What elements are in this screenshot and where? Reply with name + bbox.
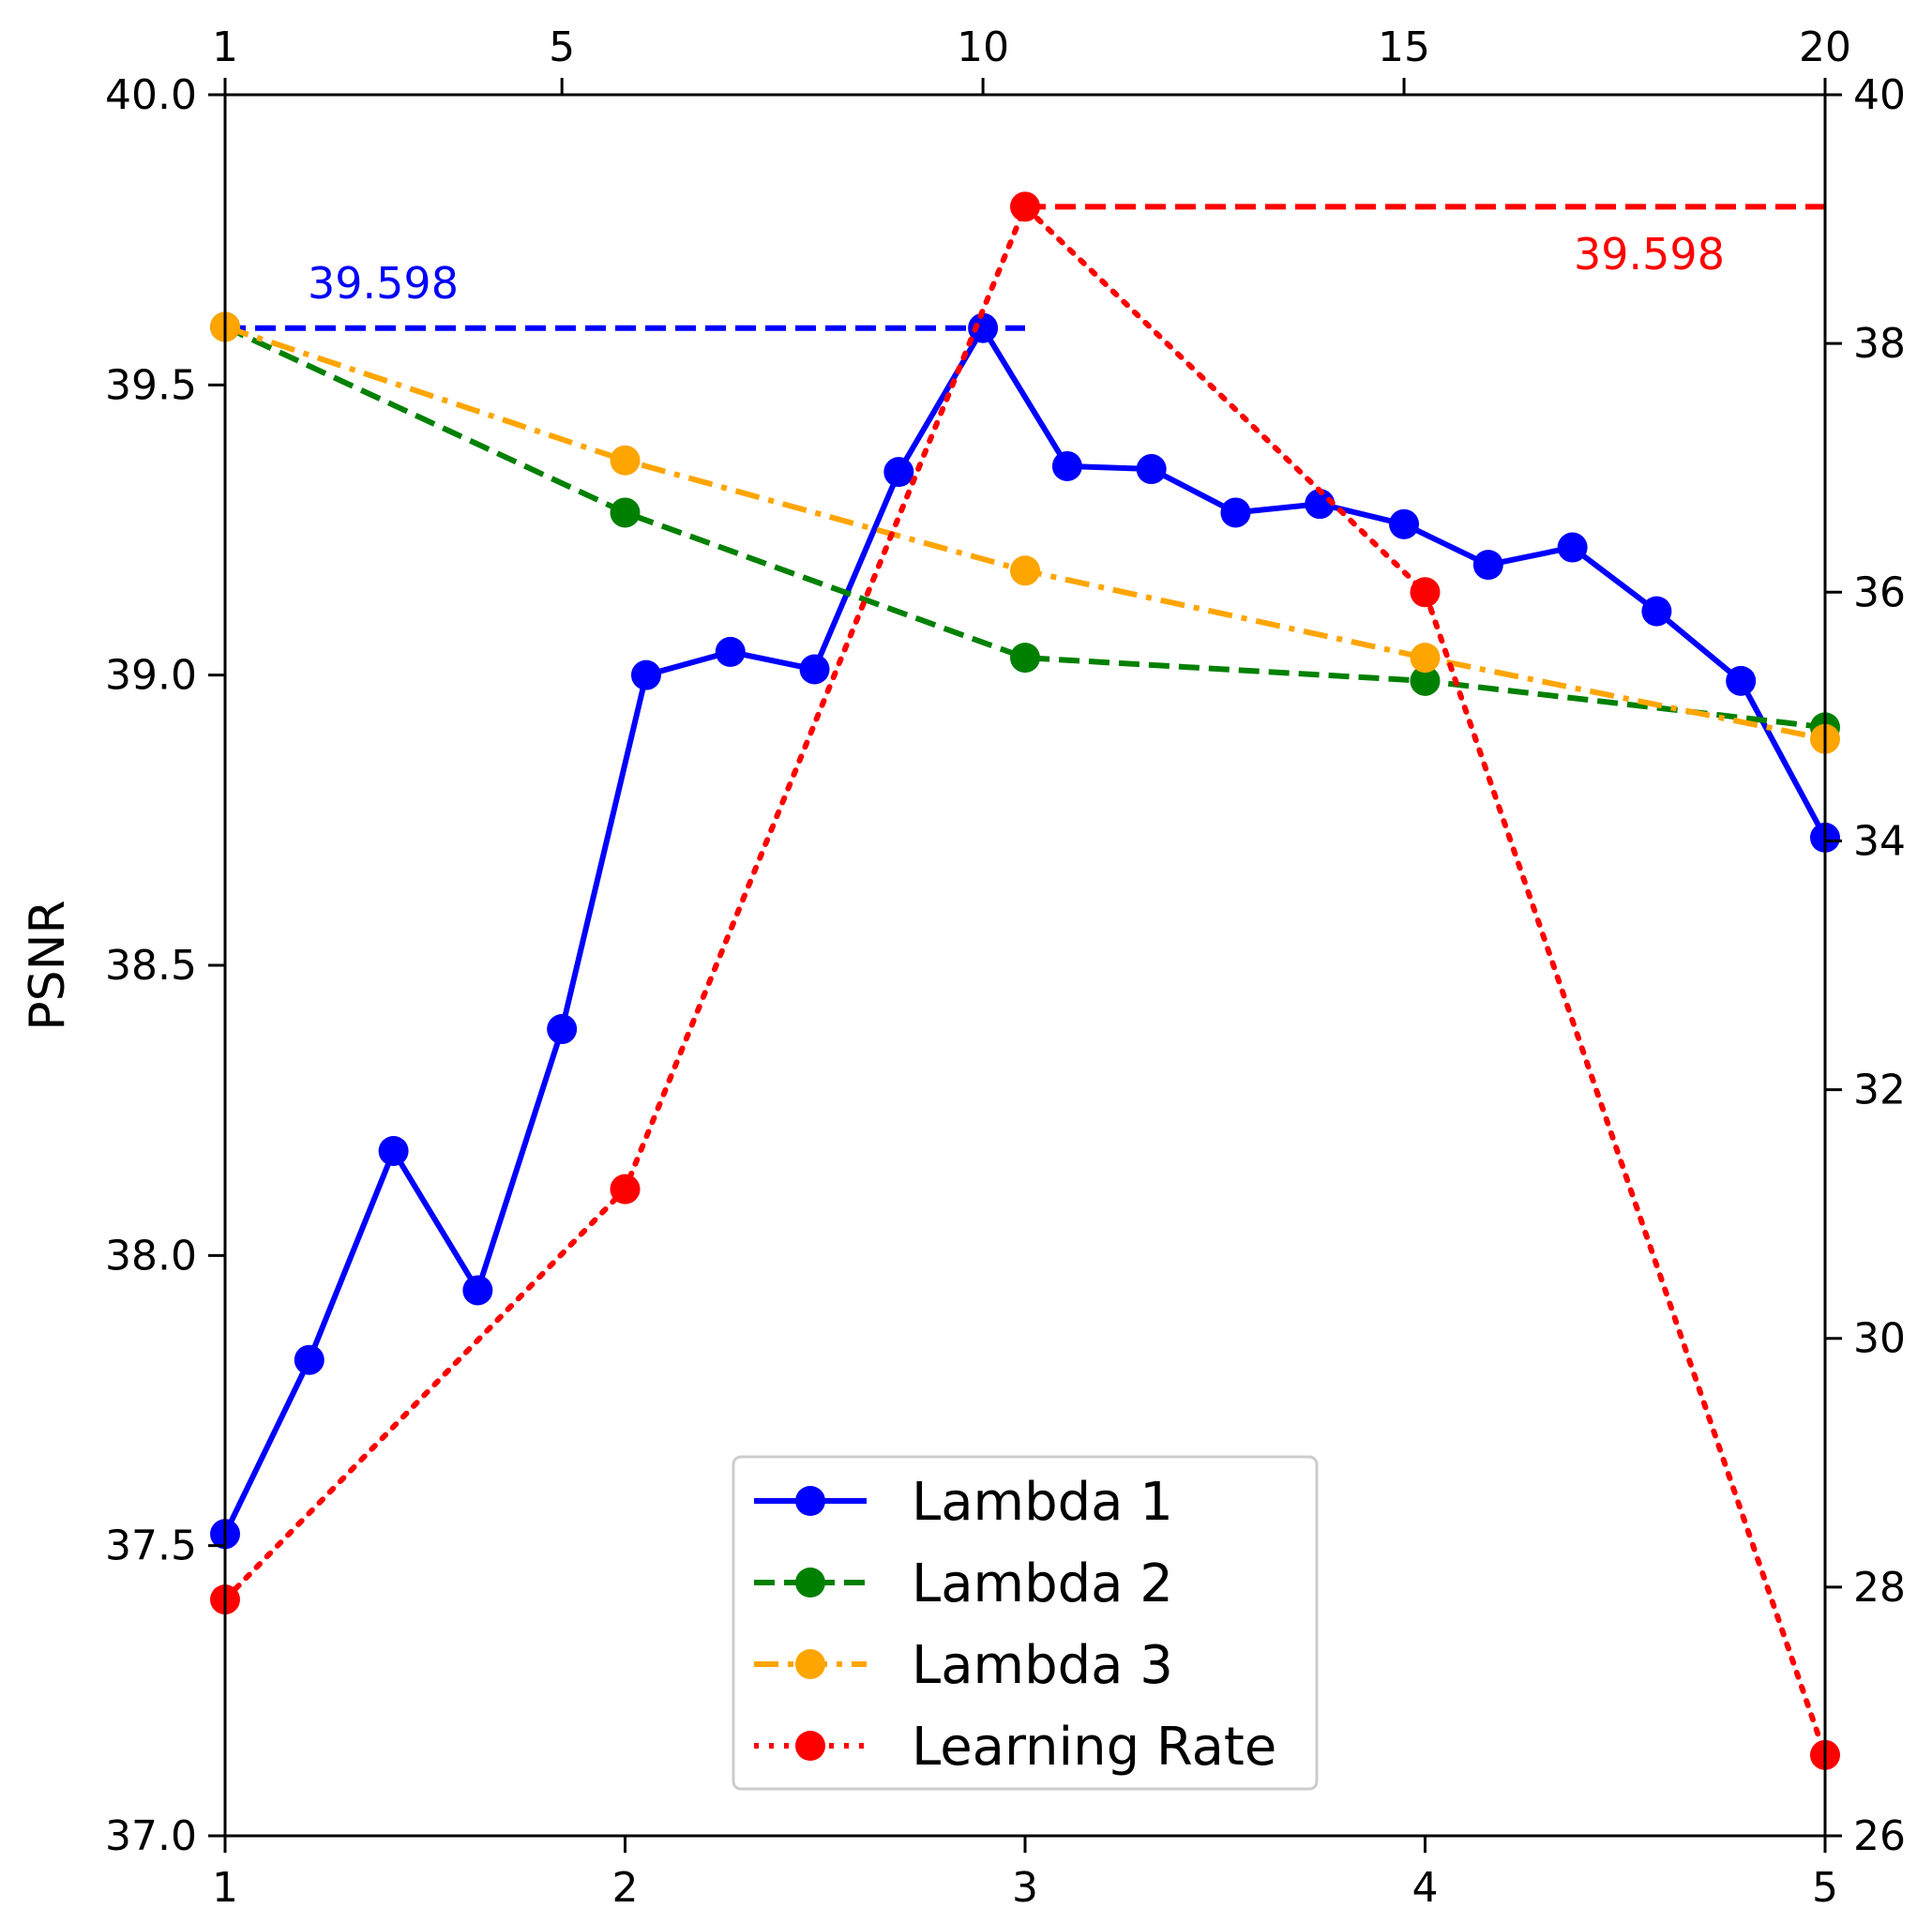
legend-swatch-marker	[795, 1731, 825, 1761]
data-point	[630, 659, 661, 690]
y-right-tick-label: 26	[1853, 1812, 1906, 1860]
x-bottom-tick-label: 2	[612, 1864, 639, 1912]
y-right-tick-label: 34	[1853, 817, 1906, 865]
legend-swatch-marker	[795, 1568, 825, 1598]
data-point	[1051, 450, 1082, 481]
legend-label: Lambda 1	[912, 1472, 1173, 1533]
y-right-tick-label: 28	[1853, 1564, 1906, 1612]
data-point	[883, 457, 914, 488]
data-point	[547, 1014, 578, 1045]
data-point	[610, 1174, 641, 1204]
y-right-tick-label: 30	[1853, 1315, 1906, 1363]
x-top-tick-label: 15	[1378, 23, 1430, 71]
data-point	[1136, 454, 1167, 485]
data-point	[1726, 665, 1757, 696]
data-point	[294, 1344, 325, 1375]
data-point	[1220, 497, 1251, 528]
y-left-tick-label: 39.0	[105, 652, 197, 700]
data-point	[378, 1135, 409, 1166]
data-point	[799, 654, 830, 685]
data-point	[968, 312, 999, 343]
plot-frame	[223, 93, 1827, 1838]
legend-swatch-marker	[795, 1486, 825, 1516]
frame-layer: 1 2 3 4 51 5 10 15 2037.037.538.038.539.039.540.…	[20, 23, 1906, 1912]
annotation-blue: 39.598	[308, 258, 459, 309]
y-left-tick-label: 37.0	[105, 1812, 197, 1860]
x-top-tick-label: 5	[549, 23, 575, 71]
data-point	[1389, 508, 1420, 539]
data-point	[462, 1275, 493, 1306]
x-top-tick-label: 10	[957, 23, 1009, 71]
data-point	[1410, 577, 1441, 608]
x-top-tick-label: 20	[1799, 23, 1851, 71]
data-point	[1557, 532, 1588, 563]
x-top-tick-label: 1	[212, 23, 238, 71]
data-point	[1410, 665, 1441, 696]
y-right-tick-label: 36	[1853, 568, 1906, 616]
data-point	[1010, 555, 1040, 586]
data-point	[610, 445, 641, 476]
y-right-tick-label: 38	[1853, 320, 1906, 368]
y-axis-title: PSNR	[20, 900, 76, 1030]
legend: Lambda 1 Lambda 2 Lambda 3 Learning Rate	[732, 1455, 1319, 1791]
data-point	[1641, 596, 1672, 627]
x-bottom-tick-label: 4	[1412, 1864, 1439, 1912]
data-point	[715, 636, 746, 667]
legend-label: Learning Rate	[912, 1717, 1276, 1778]
y-left-tick-label: 38.5	[105, 942, 197, 990]
y-left-tick-label: 38.0	[105, 1232, 197, 1280]
data-point	[1010, 191, 1040, 222]
legend-label: Lambda 2	[912, 1553, 1173, 1614]
x-bottom-tick-label: 1	[212, 1864, 238, 1912]
y-left-tick-label: 37.5	[105, 1523, 197, 1570]
legend-swatch-marker	[795, 1649, 825, 1679]
x-bottom-tick-label: 3	[1012, 1864, 1038, 1912]
data-point	[1410, 643, 1441, 674]
y-left-tick-label: 39.5	[105, 361, 197, 409]
legend-label: Lambda 3	[912, 1635, 1173, 1696]
data-point	[1010, 643, 1040, 674]
y-right-tick-label: 40	[1853, 71, 1906, 119]
series-layer: 39.598 39.598	[210, 191, 1840, 1770]
annotation-red: 39.598	[1574, 229, 1725, 280]
x-bottom-tick-label: 5	[1812, 1864, 1838, 1912]
legend-box	[732, 1455, 1319, 1791]
y-right-tick-label: 32	[1853, 1067, 1906, 1114]
y-left-tick-label: 40.0	[105, 71, 197, 119]
data-point	[1472, 550, 1503, 581]
data-point	[610, 497, 641, 528]
data-point	[1305, 489, 1336, 520]
